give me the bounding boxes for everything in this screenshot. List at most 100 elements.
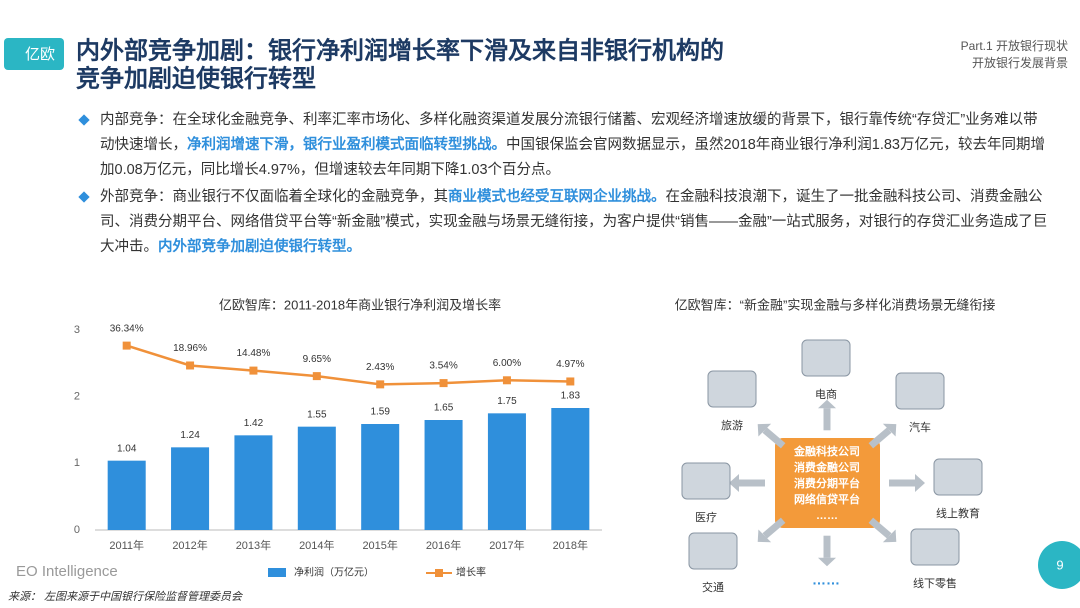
brand: EO Intelligence [16,563,118,580]
arrow-head [818,399,836,409]
bar [361,424,400,530]
arrow [762,517,786,539]
node-label: 线上教育 [936,506,980,520]
legend-swatch [435,569,443,577]
value-label: 36.34% [110,323,144,334]
bullet: 内部竞争：在全球化金融竞争、利率汇率市场化、多样化融资渠道发展分流银行储蓄、宏观… [100,108,1050,183]
legend-label: 净利润（万亿元） [294,566,374,579]
y-tick-label: 0 [74,524,80,536]
x-tick-label: 2018年 [553,538,588,552]
line-marker [566,377,575,386]
page-badge [1038,541,1080,589]
value-label: 9.65% [303,354,331,365]
chart-title: 亿欧智库：2011-2018年商业银行净利润及增长率 [219,297,501,312]
legend-swatch [268,568,286,577]
icon [895,372,945,410]
title: 内外部竞争加剧：银行净利润增长率下滑及来自非银行机构的 [76,36,724,64]
icon [910,528,960,566]
value-label: 14.48% [236,348,270,359]
center-text: 网络信贷平台 [794,492,860,506]
value-label: 2.43% [366,362,394,373]
bar [171,447,210,530]
value-label: 1.04 [117,443,137,454]
bullets: 内部竞争：在全球化金融竞争、利率汇率市场化、多样化融资渠道发展分流银行储蓄、宏观… [100,108,1050,262]
value-label: 1.55 [307,409,327,420]
line-marker [122,341,131,350]
arrow-head [729,474,739,492]
value-label: 1.75 [497,396,517,407]
line-marker [439,379,448,388]
arrow-head [818,557,836,567]
icon [933,458,983,496]
icon [681,462,731,500]
page-number: 9 [1056,557,1063,572]
value-label: 1.59 [370,407,390,418]
x-tick-label: 2015年 [362,538,397,552]
bullet-text: 在金融科技浪潮下，诞生了一批金融科技公司、消费金融公司、消费分期平台、网络借贷平… [100,189,1048,255]
node-label: 线下零售 [913,576,957,590]
center-box [775,438,880,528]
bullet-text: 内部竞争：在全球化金融竞争、利率汇率市场化、多样化融资渠道发展分流银行储蓄、宏观… [100,112,1038,153]
value-label: 1.24 [180,430,200,441]
value-label: 1.65 [434,403,454,414]
x-tick-label: 2013年 [236,538,271,552]
x-tick-label: 2012年 [172,538,207,552]
part: Part.1 开放银行现状 [961,38,1068,53]
source: 来源： 左图来源于中国银行保险监督管理委员会 [8,590,243,603]
line-marker [312,372,321,381]
section: 开放银行发展背景 [972,55,1068,70]
node-label: 汽车 [909,420,931,434]
arrow-head [757,423,772,437]
center-text: 金融科技公司 [793,444,860,458]
line-marker [186,361,195,370]
value-label: 1.83 [561,391,581,402]
node-label: 旅游 [721,418,743,432]
bar [107,460,146,530]
bullet-text: 商业模式也经受互联网企业挑战。 [448,189,666,205]
arrow [868,427,892,449]
value-label: 1.42 [244,418,264,429]
logo: 亿欧 [25,46,55,63]
bullet: 外部竞争：商业银行不仅面临着全球化的金融竞争，其商业模式也经受互联网企业挑战。在… [100,185,1050,260]
node-label: 电商 [815,387,837,401]
arrow-head [882,423,897,437]
bar [234,435,273,530]
value-label: 18.96% [173,343,207,354]
icon [688,532,738,570]
y-tick-label: 1 [74,457,80,469]
node-label: 医疗 [695,510,717,524]
icon [801,339,851,377]
icon [707,370,757,408]
bullet-text: 中国银保监会官网数据显示，虽然2018年商业银行净利润1.83万亿元，较去年同期… [100,137,1045,178]
arrow [762,427,786,449]
legend-label: 增长率 [456,566,486,579]
y-tick-label: 2 [74,391,80,403]
center-text: …… [816,510,838,522]
value-label: 4.97% [556,359,584,370]
x-tick-label: 2016年 [426,538,461,552]
y-tick-label: 3 [74,324,80,336]
center-text: 消费分期平台 [794,476,860,490]
bullet-text: 净利润增速下滑，银行业盈利模式面临转型挑战。 [187,137,506,153]
bar [551,408,590,530]
bar [424,420,463,530]
diagram-title: 亿欧智库：“新金融”实现金融与多样化消费场景无缝衔接 [675,297,996,312]
line-marker [502,376,511,385]
arrow-head [757,529,772,543]
value-label: 6.00% [493,358,521,369]
bullet-text: 外部竞争：商业银行不仅面临着全球化的金融竞争，其 [100,189,448,205]
bullet-text: 内外部竞争加剧迫使银行转型。 [158,239,361,255]
center-text: 消费金融公司 [794,460,860,474]
line [126,344,571,386]
line-marker [249,366,258,375]
arrow-head [882,529,897,543]
node-label: 交通 [702,580,724,594]
arrow [868,517,892,539]
value-label: 3.54% [429,361,457,372]
line-marker [376,380,385,389]
arrow-head [915,474,925,492]
node-label: …… [812,572,840,588]
bar [297,426,336,530]
